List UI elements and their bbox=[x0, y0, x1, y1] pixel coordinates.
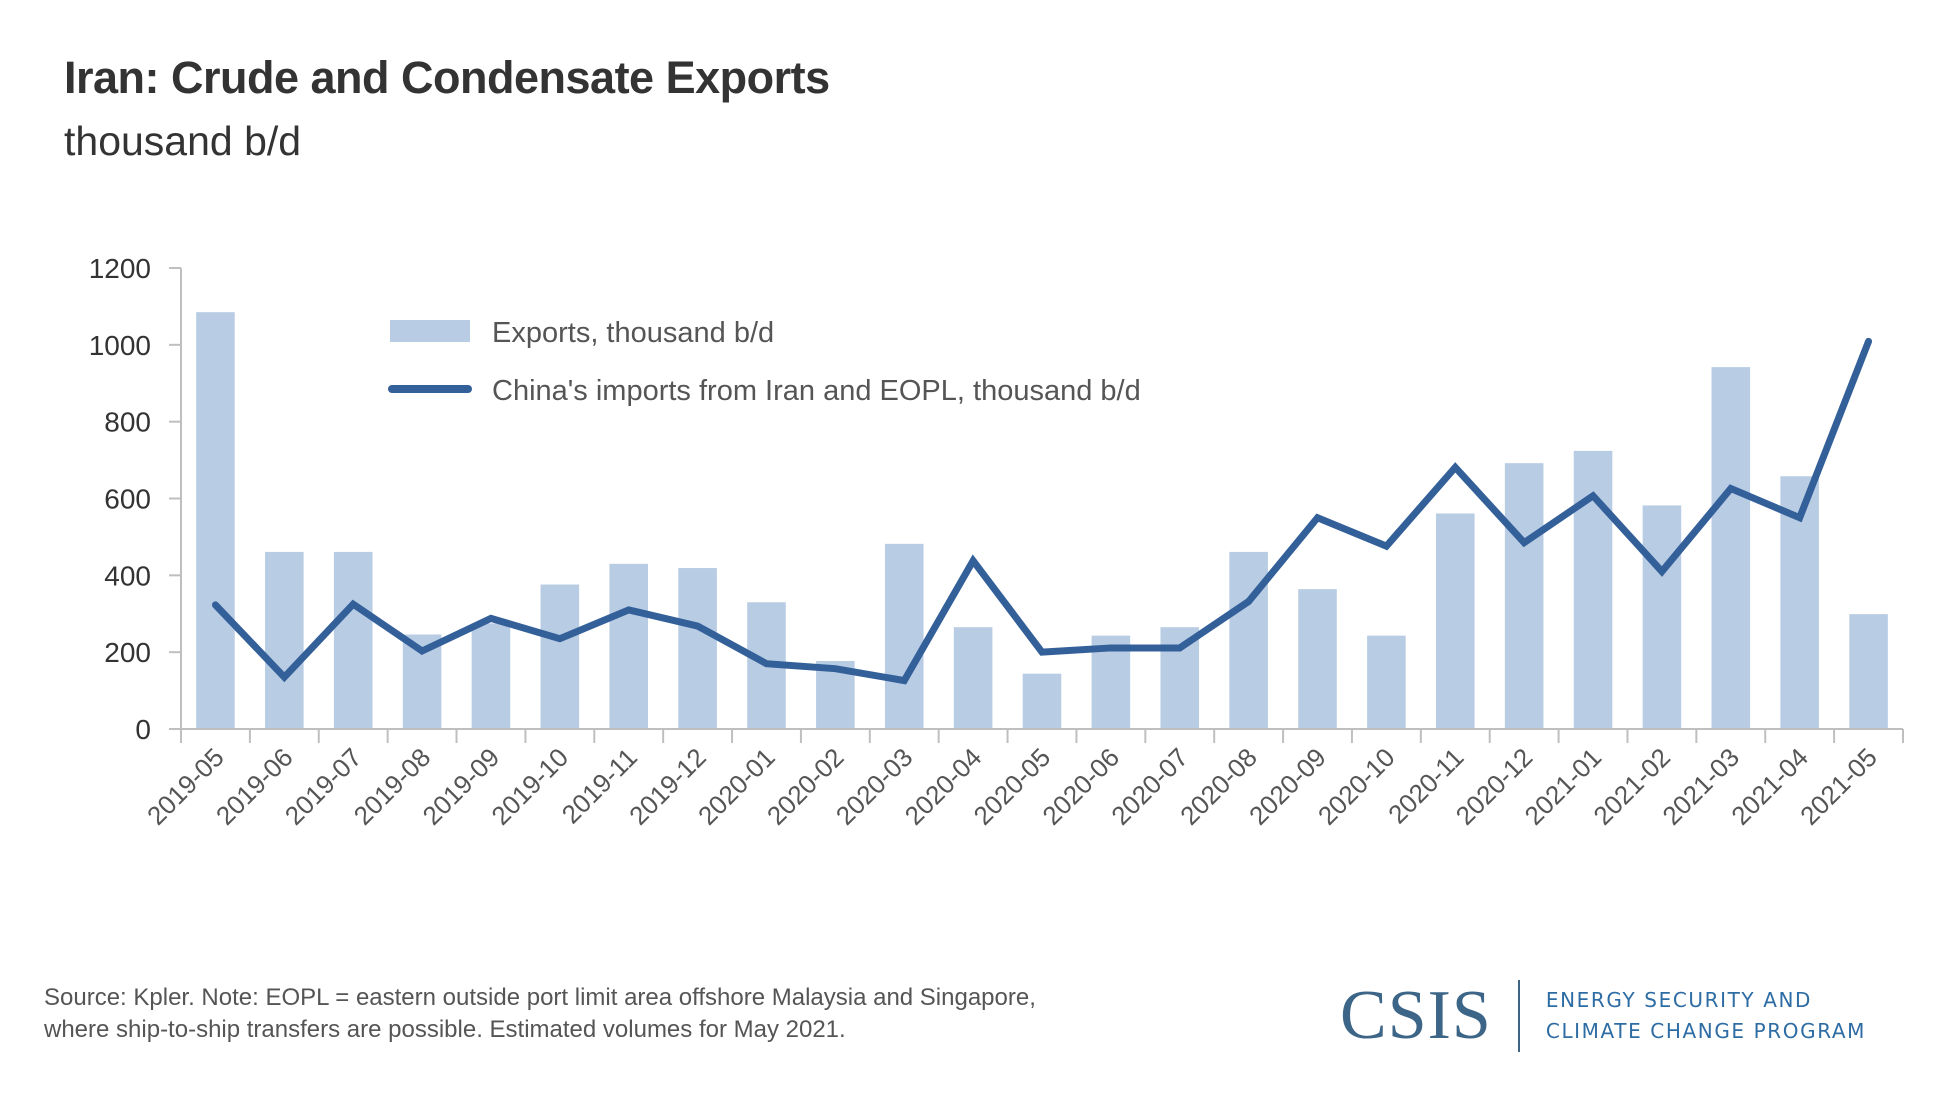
bar-2021-05 bbox=[1849, 614, 1888, 729]
csis-wordmark: CSIS bbox=[1340, 977, 1492, 1054]
x-tick-label: 2019-05 bbox=[141, 742, 230, 831]
legend: Exports, thousand b/d China's imports fr… bbox=[388, 317, 1141, 407]
bar-2021-03 bbox=[1711, 367, 1751, 729]
y-tick-label: 800 bbox=[104, 407, 151, 438]
chart-subtitle: thousand b/d bbox=[64, 118, 302, 164]
x-tick-label: 2020-09 bbox=[1243, 742, 1332, 831]
bar-2019-06 bbox=[265, 551, 304, 729]
bar-2019-07 bbox=[333, 551, 373, 729]
bar-2021-02 bbox=[1642, 505, 1682, 729]
program-name-line-1: ENERGY SECURITY AND bbox=[1545, 988, 1813, 1012]
legend-label-china-imports: China's imports from Iran and EOPL, thou… bbox=[492, 375, 1141, 407]
source-note: Source: Kpler. Note: EOPL = eastern outs… bbox=[44, 982, 1144, 1046]
y-tick-label: 0 bbox=[135, 714, 151, 745]
legend-label-exports: Exports, thousand b/d bbox=[492, 317, 774, 349]
y-tick-label: 400 bbox=[104, 560, 151, 591]
x-tick-label: 2020-01 bbox=[692, 742, 781, 831]
x-tick-label: 2020-06 bbox=[1036, 742, 1125, 831]
legend-swatch-exports bbox=[390, 320, 470, 342]
y-tick-label: 200 bbox=[104, 637, 151, 668]
x-tick-label: 2019-08 bbox=[348, 742, 437, 831]
x-tick-label: 2020-08 bbox=[1174, 742, 1263, 831]
bar-2020-08 bbox=[1229, 551, 1268, 729]
x-tick-label: 2021-03 bbox=[1656, 742, 1745, 831]
bar-2019-05 bbox=[196, 312, 235, 729]
x-tick-label: 2021-05 bbox=[1794, 742, 1883, 831]
bar-series bbox=[196, 312, 1888, 729]
x-tick-label: 2019-07 bbox=[279, 742, 368, 831]
x-tick-label: 2020-04 bbox=[899, 742, 988, 831]
logo-divider bbox=[1517, 980, 1520, 1052]
bar-2019-09 bbox=[471, 623, 511, 729]
bar-2020-12 bbox=[1504, 463, 1544, 729]
bar-2020-09 bbox=[1298, 589, 1337, 729]
bar-2019-10 bbox=[540, 584, 580, 729]
bar-2020-10 bbox=[1367, 635, 1406, 729]
csis-logo: CSIS ENERGY SECURITY AND CLIMATE CHANGE … bbox=[1340, 980, 1866, 1052]
bar-2019-11 bbox=[609, 563, 649, 729]
x-tick-label: 2019-10 bbox=[485, 742, 574, 831]
x-tick-label: 2020-12 bbox=[1450, 742, 1539, 831]
x-tick-label: 2021-02 bbox=[1587, 742, 1676, 831]
bar-2020-05 bbox=[1022, 673, 1062, 729]
source-note-line-1: Source: Kpler. Note: EOPL = eastern outs… bbox=[44, 984, 1036, 1011]
y-tick-label: 1200 bbox=[89, 253, 151, 284]
bar-2020-11 bbox=[1435, 513, 1475, 729]
chart-area: 0200400600800100012002019-052019-062019-… bbox=[89, 253, 1904, 831]
bar-2019-12 bbox=[678, 568, 717, 729]
x-tick-label: 2020-05 bbox=[968, 742, 1057, 831]
y-tick-label: 600 bbox=[104, 484, 151, 515]
x-tick-label: 2020-10 bbox=[1312, 742, 1401, 831]
source-note-line-2: where ship-to-ship transfers are possibl… bbox=[44, 1016, 846, 1043]
bar-2020-03 bbox=[884, 543, 924, 729]
y-tick-label: 1000 bbox=[89, 330, 151, 361]
program-name-line-2: CLIMATE CHANGE PROGRAM bbox=[1545, 1019, 1867, 1043]
program-name: ENERGY SECURITY AND CLIMATE CHANGE PROGR… bbox=[1546, 985, 1866, 1047]
line-series bbox=[211, 337, 1873, 685]
x-tick-label: 2020-02 bbox=[761, 742, 850, 831]
chart-title: Iran: Crude and Condensate Exports bbox=[64, 52, 830, 103]
bar-2020-04 bbox=[953, 627, 993, 729]
